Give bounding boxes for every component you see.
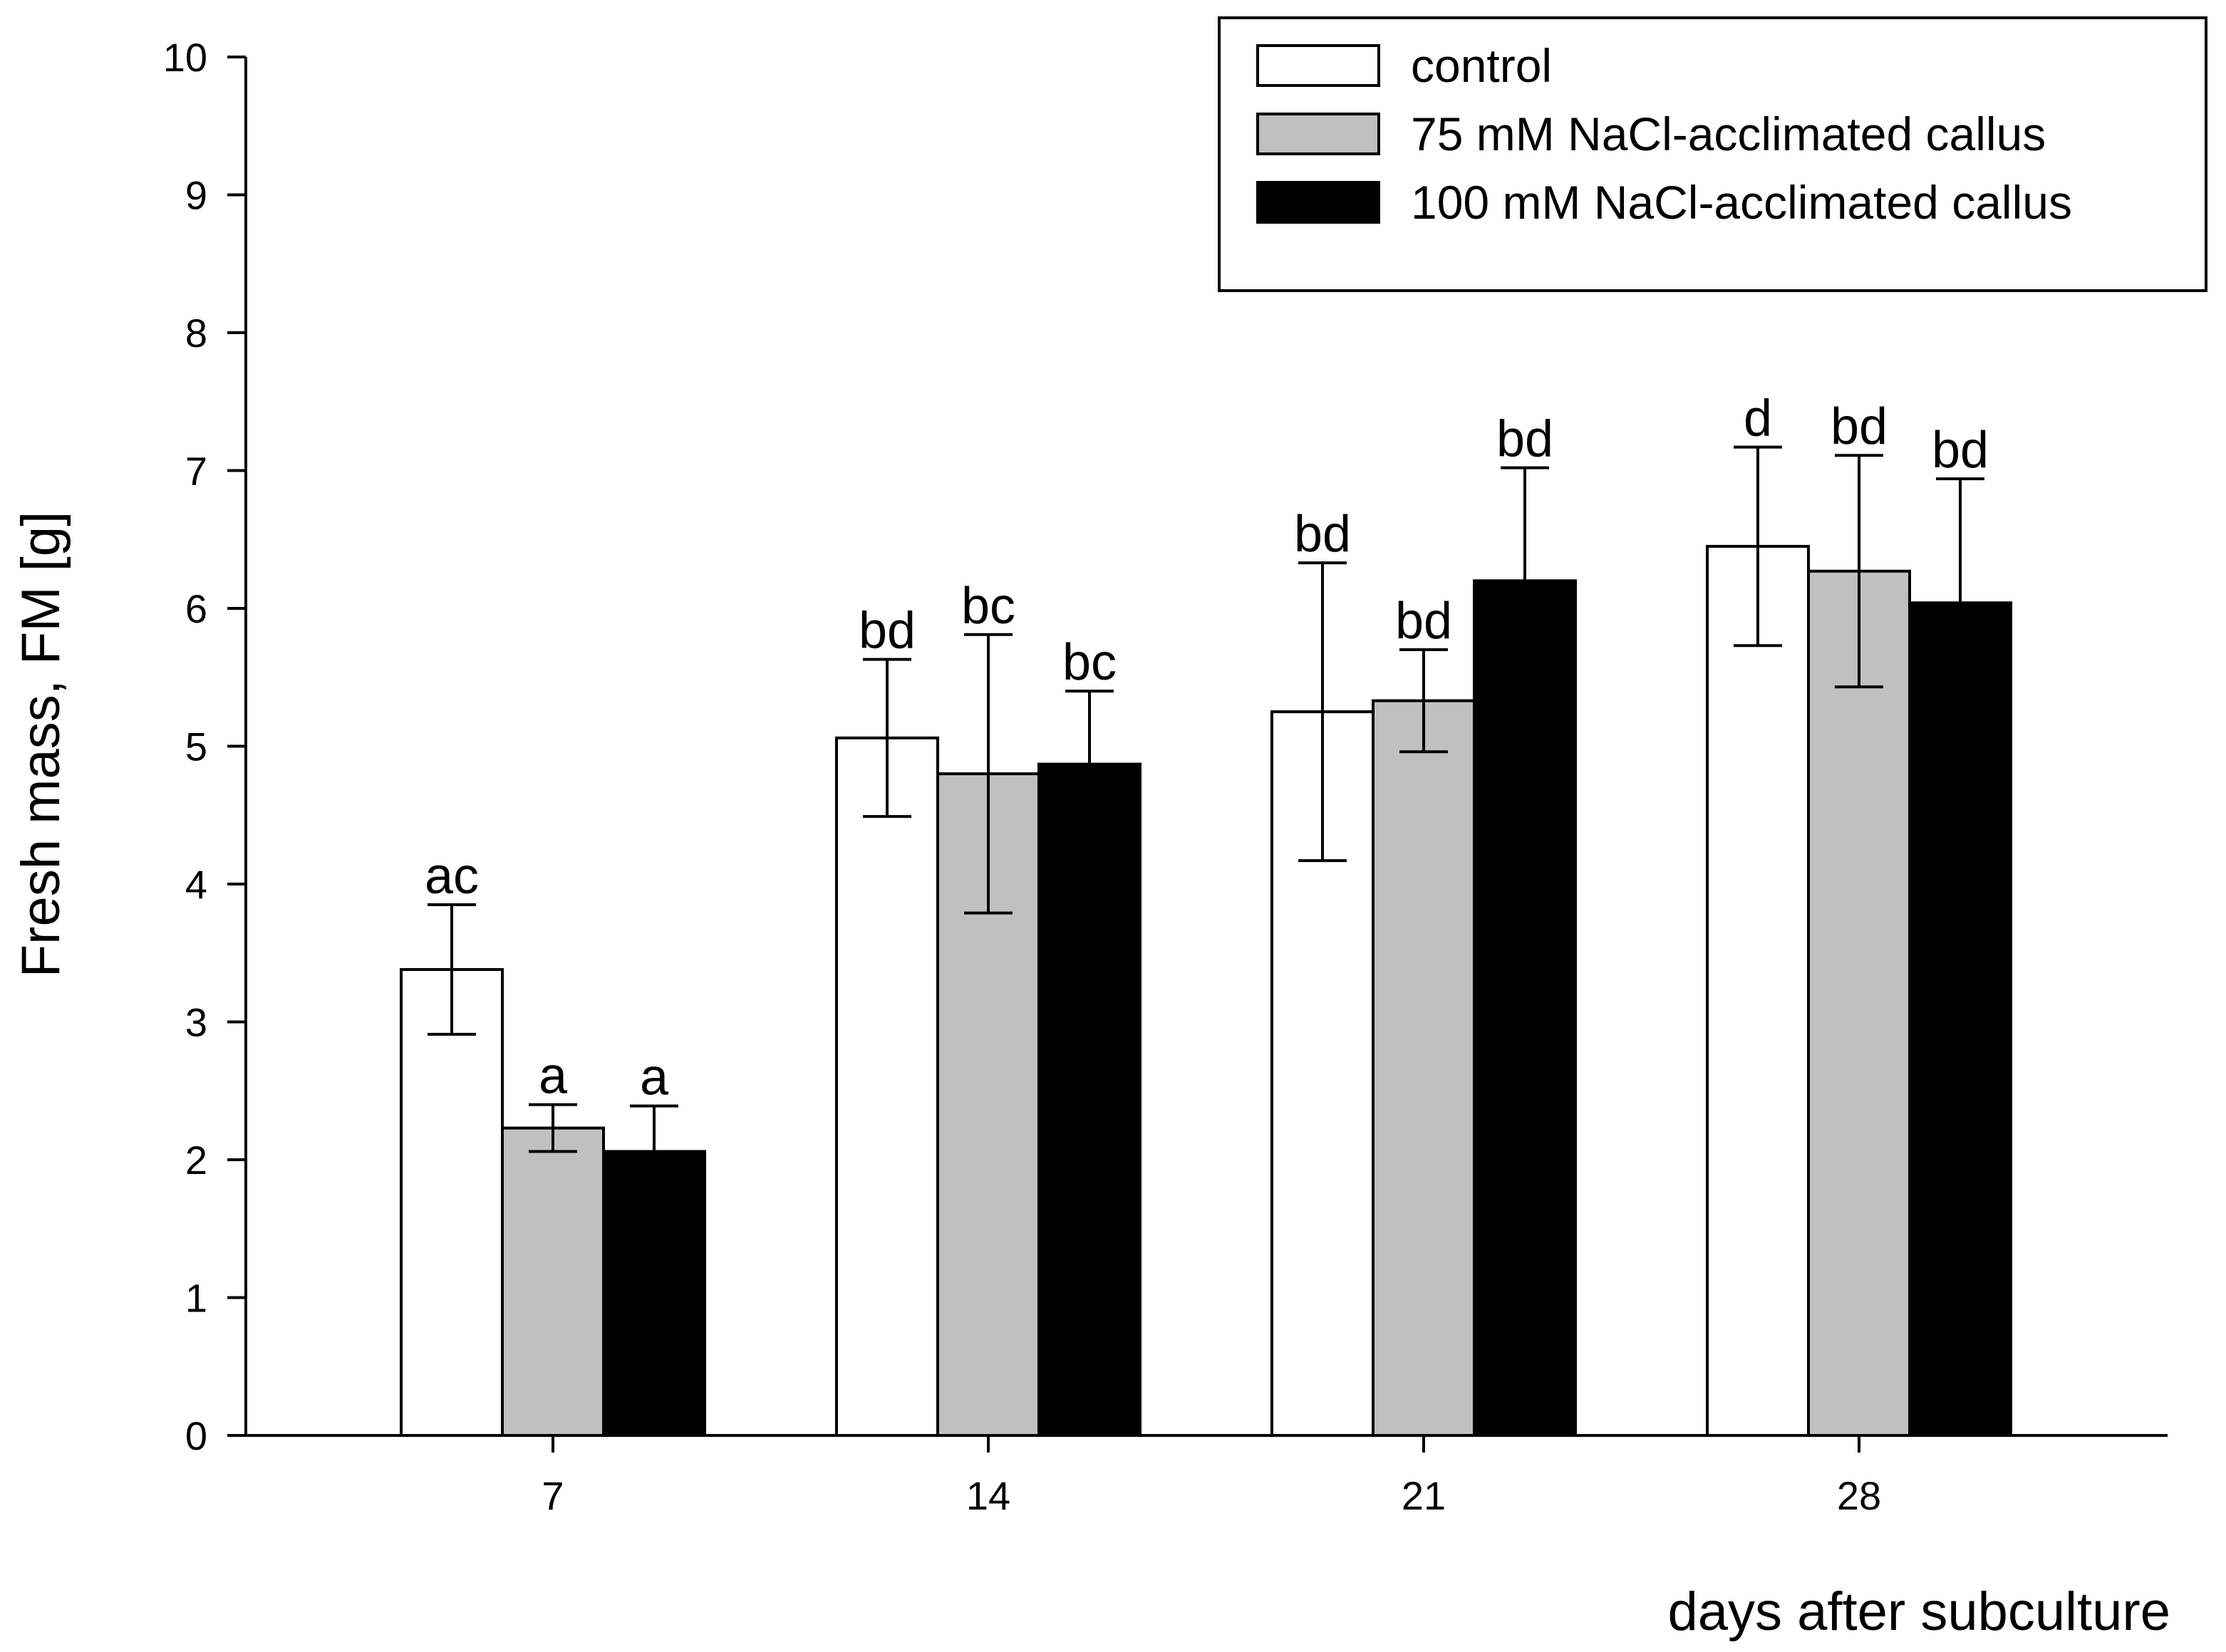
significance-label: ac xyxy=(425,848,479,905)
significance-label: bc xyxy=(1062,634,1117,691)
legend-swatch xyxy=(1256,113,1380,155)
y-tick-label: 1 xyxy=(185,1276,207,1321)
significance-label: bc xyxy=(961,578,1015,635)
bar xyxy=(1807,569,1911,1437)
x-tick-label: 21 xyxy=(1402,1473,1446,1518)
significance-label: bd xyxy=(859,603,916,660)
x-tick-label: 7 xyxy=(542,1473,564,1518)
bar xyxy=(501,1126,605,1437)
significance-label: d xyxy=(1744,390,1772,447)
y-tick-label: 3 xyxy=(185,1000,207,1045)
bar xyxy=(400,967,504,1437)
significance-label: bd xyxy=(1496,411,1553,468)
y-tick-label: 10 xyxy=(163,35,207,80)
y-axis-title: Fresh mass, FM [g] xyxy=(11,511,71,978)
y-tick-label: 7 xyxy=(185,449,207,494)
significance-label: a xyxy=(539,1048,568,1105)
legend-label: control xyxy=(1411,39,1552,92)
legend-label: 100 mM NaCl-acclimated callus xyxy=(1411,176,2072,229)
y-tick-label: 6 xyxy=(185,586,207,631)
bar-group xyxy=(400,445,2012,1437)
y-tick-label: 5 xyxy=(185,724,207,769)
y-tick-label: 8 xyxy=(185,311,207,355)
y-tick-label: 9 xyxy=(185,173,207,218)
x-axis: 7 14 21 28 xyxy=(246,1434,2168,1518)
y-tick-label: 0 xyxy=(185,1413,207,1458)
bar xyxy=(1706,544,1810,1437)
legend-swatch xyxy=(1256,44,1380,87)
significance-label: bd xyxy=(1932,422,1989,479)
bar xyxy=(835,736,939,1437)
significance-label: a xyxy=(640,1049,669,1106)
significance-label: bd xyxy=(1831,398,1888,455)
y-tick-label: 2 xyxy=(185,1138,207,1183)
bar xyxy=(1037,762,1142,1437)
legend-box xyxy=(1218,16,2207,292)
bar xyxy=(1473,579,1577,1437)
x-tick-label: 28 xyxy=(1837,1473,1881,1518)
bar xyxy=(1908,601,2012,1437)
legend-label: 75 mM NaCl-acclimated callus xyxy=(1411,108,2046,160)
bar xyxy=(1372,699,1476,1437)
y-axis: 0 1 2 3 4 5 6 7 8 9 10 xyxy=(163,35,247,1458)
legend: control 75 mM NaCl-acclimated callus 100 m… xyxy=(1218,16,2207,292)
legend-swatch xyxy=(1256,181,1380,224)
bar xyxy=(602,1150,706,1437)
y-tick-label: 4 xyxy=(185,862,207,907)
x-tick-label: 14 xyxy=(966,1473,1010,1518)
significance-label: bd xyxy=(1294,506,1351,563)
significance-label: bd xyxy=(1395,593,1452,650)
x-axis-title: days after subculture xyxy=(1668,1581,2171,1642)
